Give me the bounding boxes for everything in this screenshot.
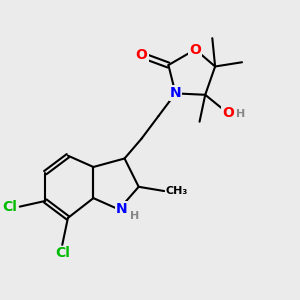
Text: N: N <box>170 86 181 100</box>
Text: Cl: Cl <box>55 246 70 260</box>
Text: O: O <box>136 48 148 62</box>
Text: O: O <box>222 106 234 120</box>
Text: H: H <box>130 211 139 221</box>
Text: N: N <box>116 202 127 216</box>
Text: O: O <box>189 43 201 56</box>
Text: CH₃: CH₃ <box>166 186 188 196</box>
Text: Cl: Cl <box>3 200 17 214</box>
Text: H: H <box>236 109 246 119</box>
